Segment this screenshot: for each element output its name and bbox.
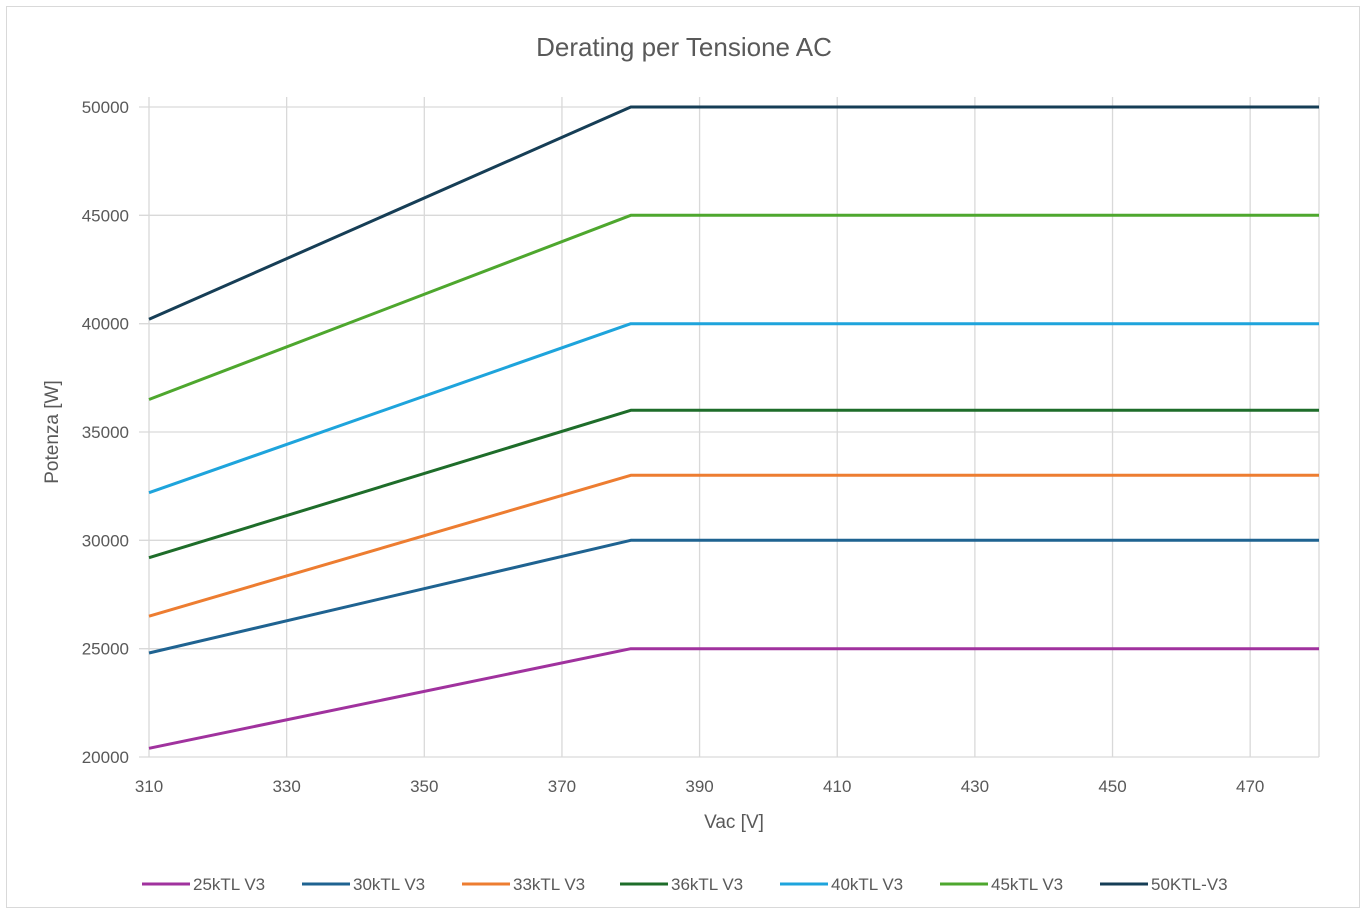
y-axis-ticks: 20000 25000 30000 35000 40000 45000 50000 xyxy=(82,98,129,767)
x-tick-label: 470 xyxy=(1236,777,1264,796)
chart-svg: Derating per Tensione AC 310 330 350 370 390… xyxy=(42,32,1320,894)
y-tick-label: 50000 xyxy=(82,98,129,117)
legend-label: 45kTL V3 xyxy=(991,875,1063,894)
legend-label: 25kTL V3 xyxy=(193,875,265,894)
legend-label: 36kTL V3 xyxy=(671,875,743,894)
y-tick-label: 35000 xyxy=(82,423,129,442)
chart-frame: Derating per Tensione AC 310 330 350 370 390… xyxy=(6,6,1360,908)
series-line xyxy=(148,105,1319,321)
x-tick-label: 310 xyxy=(135,777,163,796)
series-line xyxy=(148,408,1319,560)
x-axis-ticks: 310 330 350 370 390 410 430 450 470 xyxy=(135,777,1265,796)
y-tick-label: 25000 xyxy=(82,640,129,659)
series-line xyxy=(148,322,1319,495)
x-tick-label: 430 xyxy=(961,777,989,796)
grid xyxy=(139,97,1320,758)
x-tick-label: 450 xyxy=(1098,777,1126,796)
x-tick-label: 350 xyxy=(410,777,438,796)
series-line xyxy=(148,473,1319,618)
x-tick-label: 390 xyxy=(685,777,713,796)
y-axis-label: Potenza [W] xyxy=(42,380,63,484)
legend-label: 30kTL V3 xyxy=(353,875,425,894)
series-line xyxy=(148,647,1319,750)
legend-label: 50KTL-V3 xyxy=(1151,875,1228,894)
chart-title: Derating per Tensione AC xyxy=(536,32,832,62)
series-line xyxy=(148,213,1319,401)
series-layer xyxy=(148,105,1319,750)
legend-label: 33kTL V3 xyxy=(513,875,585,894)
legend: 25kTL V3 30kTL V3 33kTL V3 36kTL V3 40kTL V3… xyxy=(142,875,1228,894)
y-tick-label: 40000 xyxy=(82,315,129,334)
series-line xyxy=(148,538,1319,655)
x-tick-label: 410 xyxy=(823,777,851,796)
x-axis-label: Vac [V] xyxy=(704,812,764,833)
y-tick-label: 45000 xyxy=(82,206,129,225)
legend-label: 40kTL V3 xyxy=(831,875,903,894)
y-tick-label: 30000 xyxy=(82,531,129,550)
x-tick-label: 370 xyxy=(548,777,576,796)
x-tick-label: 330 xyxy=(272,777,300,796)
y-tick-label: 20000 xyxy=(82,748,129,767)
